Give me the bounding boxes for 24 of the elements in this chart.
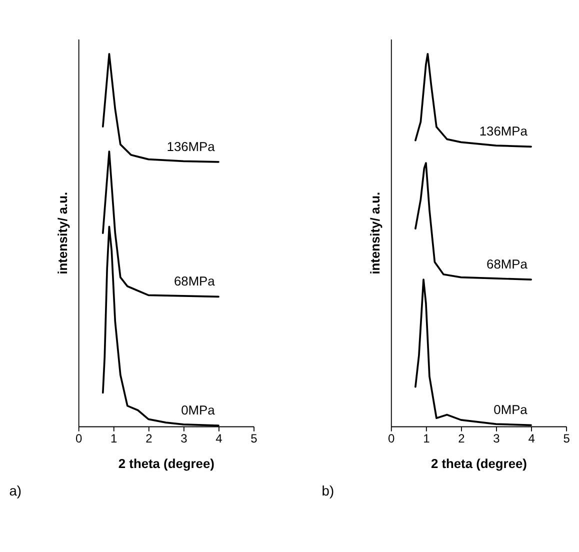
text: b) [322, 482, 334, 498]
x-tick-label: 2 [458, 431, 466, 446]
x-tick-label: 1 [423, 431, 430, 446]
x-tick-label: 5 [250, 431, 258, 446]
text: a) [9, 482, 22, 498]
x-tick-label: 4 [528, 431, 536, 446]
x-tick-label: 3 [180, 431, 188, 446]
x-axis-title: 2 theta (degree) [430, 456, 527, 472]
series-label: 136MPa [479, 124, 528, 139]
series-label: 0MPa [181, 402, 216, 418]
series-label: 136MPa [166, 138, 216, 154]
x-tick-label: 1 [110, 431, 118, 446]
x-tick-label: 5 [563, 431, 570, 446]
series-label: 0MPa [494, 402, 528, 418]
x-tick-label: 4 [216, 431, 223, 446]
x-tick-label: 3 [493, 431, 500, 446]
series-label: 68MPa [174, 274, 216, 289]
series-label: 68MPa [486, 256, 528, 272]
y-axis-title: intensity/ a.u. [367, 192, 382, 274]
x-axis-title: 2 theta (degree) [118, 456, 214, 472]
x-tick-label: 0 [75, 431, 82, 446]
x-tick-label: 0 [388, 431, 396, 446]
y-axis-title: intensity/ a.u. [54, 192, 70, 274]
x-tick-label: 2 [146, 431, 153, 446]
